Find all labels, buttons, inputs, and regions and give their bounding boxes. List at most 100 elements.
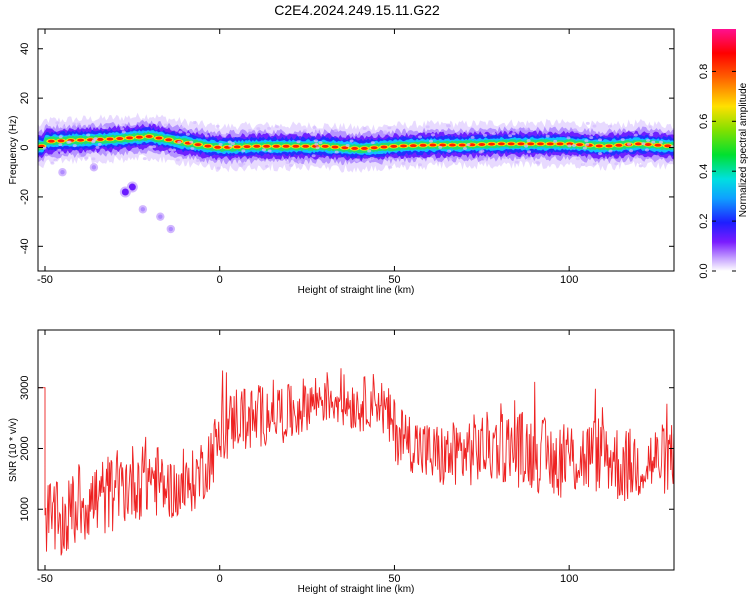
heatmap-speckle [265,164,270,168]
heatmap-ridge-core [517,142,525,146]
heatmap-speckle [172,148,177,152]
heatmap-speckle [241,149,246,153]
heatmap-speckle [91,157,96,161]
heatmap-speckle [511,132,516,136]
heatmap-speckle [288,163,293,167]
snr-y-tick-label: 2000 [19,436,31,460]
heatmap-ridge-core [370,146,378,150]
heatmap-speckle [355,158,360,162]
heatmap-speckle [121,123,126,127]
heatmap-speckle [584,139,589,143]
heatmap-speckle [121,130,126,134]
heatmap-speckle [633,155,638,159]
heatmap-speckle [567,144,572,148]
heatmap-speckle [418,135,423,139]
snr-x-tick-label: 0 [217,573,223,585]
heatmap-speckle [179,126,184,130]
heatmap-ridge-core [468,143,476,147]
heatmap-speckle [86,133,91,137]
heatmap-speckle [50,161,55,165]
heatmap-speckle [470,135,475,139]
heatmap-speckle [218,142,223,146]
heatmap-speckle [629,149,634,153]
heatmap-ridge-core [263,144,270,148]
heatmap-outlier [140,207,146,212]
heatmap-speckle [59,151,64,155]
heatmap-speckle [428,139,433,143]
heatmap-ridge-core [615,143,623,147]
heatmap-speckle [215,124,220,128]
heatmap-speckle [311,154,316,158]
heatmap-speckle [580,163,585,167]
heatmap-speckle [633,133,638,137]
heatmap-y-label: Frequency (Hz) [8,116,19,185]
heatmap-ridge-core [253,144,261,148]
colorbar [712,29,736,271]
heatmap-speckle [189,140,194,144]
heatmap-speckle [312,126,317,130]
heatmap-speckle [313,139,318,143]
heatmap-x-tick-label: -50 [37,274,53,286]
heatmap-speckle [345,144,350,148]
heatmap-y-tick-label: 20 [19,92,31,104]
snr-x-tick-label: 50 [388,573,400,585]
heatmap-speckle [256,127,261,131]
heatmap-speckle [195,158,200,162]
heatmap-speckle [483,133,488,137]
heatmap-speckle [648,125,653,129]
heatmap-speckle [638,164,643,168]
heatmap-ridge-core [429,143,437,147]
heatmap-speckle [333,129,338,133]
heatmap-ridge-core [458,143,466,147]
heatmap-speckle [58,135,63,139]
heatmap-ridge-core [282,144,290,148]
heatmap-outlier [121,188,129,196]
heatmap-x-tick-label: 100 [560,274,578,286]
heatmap-speckle [93,137,98,141]
heatmap-speckle [58,143,63,147]
heatmap-speckle [216,166,221,170]
heatmap-speckle [168,148,173,152]
heatmap-outlier [91,165,97,170]
heatmap-speckle [649,133,654,137]
heatmap-speckle [178,130,183,134]
heatmap-speckle [430,133,435,137]
heatmap-speckle [646,138,651,142]
heatmap-ridge-core [439,143,447,147]
heatmap-speckle [526,157,531,161]
heatmap-speckle [502,156,507,160]
heatmap-speckle [285,161,290,165]
snr-plot-area [38,368,674,556]
heatmap-speckle [575,157,580,161]
heatmap-ridge-core [360,146,368,150]
heatmap-speckle [267,149,272,153]
heatmap-ridge-core [497,142,505,146]
heatmap-speckle [526,139,531,143]
heatmap-ridge-core [292,144,300,148]
heatmap-speckle [42,146,47,150]
heatmap-ridge-core [507,142,515,146]
heatmap-speckle [524,127,529,131]
heatmap-ridge-core [664,144,672,148]
heatmap-ridge-core [243,145,251,149]
heatmap-ridge-core [214,145,222,149]
heatmap-ridge-core [321,144,329,148]
heatmap-speckle [152,145,157,149]
heatmap-speckle [95,145,100,149]
heatmap-speckle [349,139,354,143]
heatmap-ridge-core [634,142,642,146]
heatmap-speckle [645,148,650,152]
heatmap-ridge-core [546,142,554,146]
heatmap-speckle [527,150,532,154]
heatmap-speckle [227,140,232,144]
heatmap-speckle [514,160,519,164]
heatmap-x-tick-label: 50 [388,274,400,286]
heatmap-frame [37,28,675,272]
heatmap-speckle [572,128,577,132]
heatmap-speckle [508,134,513,138]
heatmap-speckle [302,129,307,133]
chart-title: C2E4.2024.249.15.11.G22 [274,2,440,18]
heatmap-speckle [239,163,244,167]
heatmap-ridge-core [449,143,456,147]
heatmap-ridge-core [116,137,124,141]
